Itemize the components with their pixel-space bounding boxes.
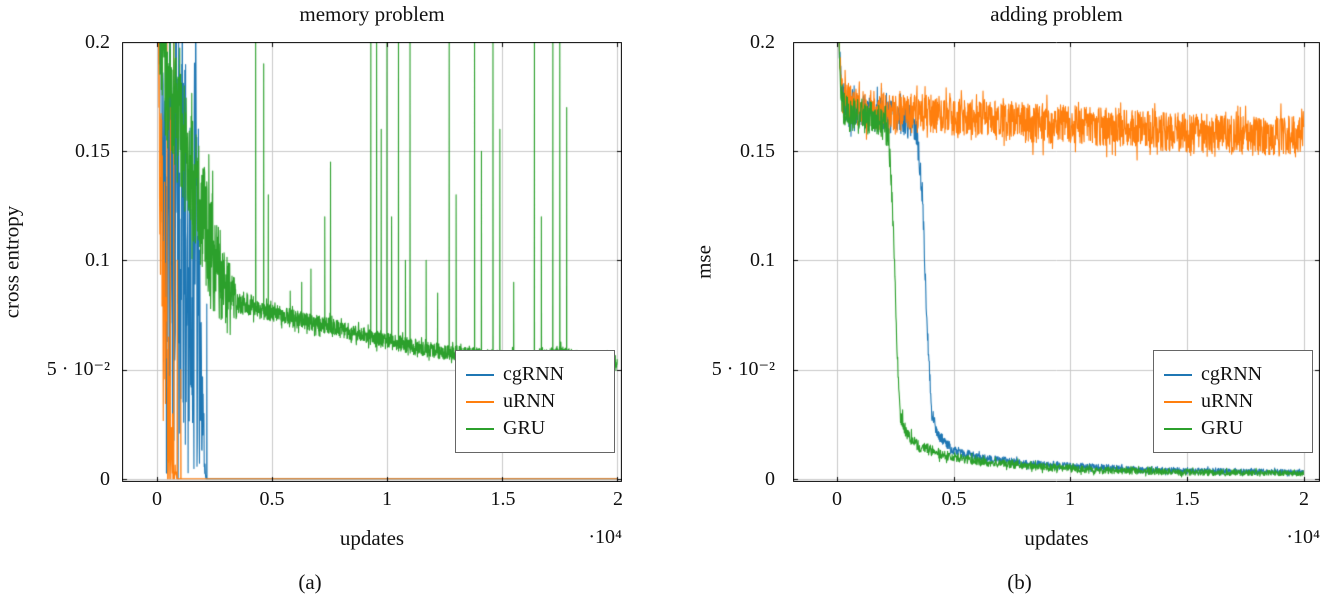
y-tick-label: 0	[765, 468, 775, 490]
subfigure-caption-b: (b)	[1007, 570, 1032, 594]
y-tick-label: 5 · 10⁻²	[46, 358, 110, 380]
legend-line-swatch-gru	[466, 427, 494, 430]
x-tick-label: 0	[152, 488, 162, 510]
chart-memory-problem: memory problem cross entropy 0.2 0.15 0.…	[0, 0, 630, 607]
y-tick-label: 0.15	[740, 140, 775, 162]
x-axis-multiplier: ·10⁴	[1286, 526, 1320, 548]
x-axis-multiplier: ·10⁴	[588, 526, 622, 548]
chart-title: adding problem	[990, 2, 1123, 26]
chart-adding-problem: adding problem mse 0.2 0.15 0.1 5 · 10⁻²…	[630, 0, 1331, 607]
x-tick-label: 2	[1299, 488, 1309, 510]
legend-item-cgrnn: cgRNN	[1164, 363, 1302, 386]
legend-item-gru: GRU	[1164, 417, 1302, 440]
legend-line-swatch-cgrnn	[466, 373, 494, 376]
legend-line-swatch-gru	[1164, 427, 1192, 430]
legend-item-urnn: uRNN	[1164, 390, 1302, 413]
legend-item-gru: GRU	[466, 417, 604, 440]
y-tick-label: 0.2	[750, 31, 775, 53]
legend-label-cgrnn: cgRNN	[1201, 363, 1263, 385]
x-axis-label: updates	[339, 526, 405, 550]
y-tick-label: 0.1	[85, 249, 110, 271]
legend-line-swatch-urnn	[1164, 400, 1192, 403]
x-tick-label: 1	[382, 488, 392, 510]
legend-item-urnn: uRNN	[466, 390, 604, 413]
x-tick-label: 1.5	[490, 488, 516, 510]
legend: cgRNN uRNN GRU	[1153, 350, 1313, 453]
x-tick-label: 2	[613, 488, 623, 510]
legend-label-gru: GRU	[1201, 417, 1244, 439]
y-tick-label: 0.15	[75, 140, 110, 162]
x-tick-label: 0.5	[259, 488, 285, 510]
legend-line-swatch-cgrnn	[1164, 373, 1192, 376]
y-tick-label: 0.2	[85, 31, 110, 53]
legend-label-gru: GRU	[503, 417, 546, 439]
legend: cgRNN uRNN GRU	[455, 350, 615, 453]
y-tick-label: 0.1	[750, 249, 775, 271]
legend-label-urnn: uRNN	[503, 390, 556, 412]
y-tick-label: 0	[100, 468, 110, 490]
legend-item-cgrnn: cgRNN	[466, 363, 604, 386]
y-tick-label: 5 · 10⁻²	[711, 358, 775, 380]
x-axis-label: updates	[1024, 526, 1089, 550]
x-tick-label: 1.5	[1174, 488, 1200, 510]
chart-title: memory problem	[299, 2, 445, 26]
legend-label-urnn: uRNN	[1201, 390, 1254, 412]
subfigure-caption-a: (a)	[298, 570, 322, 594]
legend-line-swatch-urnn	[466, 400, 494, 403]
x-tick-label: 0.5	[941, 488, 967, 510]
legend-label-cgrnn: cgRNN	[503, 363, 565, 385]
x-tick-label: 1	[1065, 488, 1075, 510]
x-tick-label: 0	[832, 488, 842, 510]
